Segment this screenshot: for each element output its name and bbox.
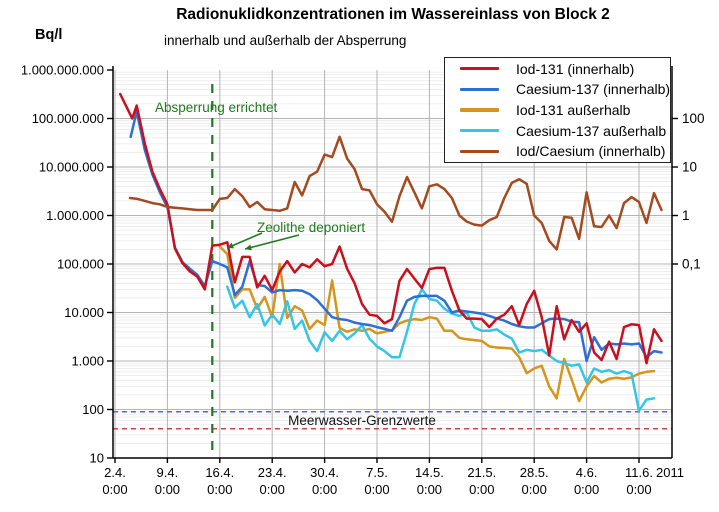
x-axis-time-label: 0:00 <box>312 482 337 497</box>
y-axis-tick-label: 10.000.000 <box>39 160 104 175</box>
x-axis-date-label: 11.6. <box>625 465 653 480</box>
x-axis-time-label: 0:00 <box>417 482 442 497</box>
y2-axis-tick-label: 1 <box>682 208 690 223</box>
y-axis-tick-label: 100.000 <box>57 257 104 272</box>
zeolite-arrow <box>244 234 300 250</box>
chart-title: Radionuklidkonzentrationen im Wassereinl… <box>176 6 610 23</box>
x-axis-date-label: 30.4. <box>310 465 339 480</box>
x-axis-time-label: 0:00 <box>574 482 599 497</box>
x-axis-date-label: 9.4. <box>157 465 179 480</box>
legend-swatch-orange-line <box>460 108 499 112</box>
y-axis-tick-label: 1.000.000.000 <box>21 63 104 78</box>
legend-label: Iod/Caesium (innerhalb) <box>516 143 666 160</box>
y-axis-tick-label: 10.000 <box>64 305 104 320</box>
x-axis-date-label: 23.4. <box>258 465 287 480</box>
x-axis-time-label: 0:00 <box>260 482 285 497</box>
chart-subtitle: innerhalb und außerhalb der Absperrung <box>164 33 407 48</box>
legend-label: Caesium-137 außerhalb <box>516 122 667 139</box>
legend-swatch-brown-line <box>460 149 499 153</box>
x-axis-date-label: 28.5. <box>520 465 549 480</box>
legend-item-caesium137-ausserhalb: Caesium-137 außerhalb <box>445 121 670 141</box>
legend-box: Iod-131 (innerhalb) Caesium-137 (innerha… <box>444 57 671 163</box>
legend-item-iod-caesium-ratio: Iod/Caesium (innerhalb) <box>445 141 670 161</box>
y2-axis-tick-label: 100 <box>682 111 705 126</box>
x-axis-date-label: 21.5. <box>467 465 496 480</box>
x-axis-year-label: 2011 <box>656 465 684 480</box>
legend-item-iod131-ausserhalb: Iod-131 außerhalb <box>445 100 670 120</box>
y-axis-tick-label: 1.000.000 <box>46 208 104 223</box>
series-line-4 <box>226 285 656 412</box>
legend-item-caesium137-innerhalb: Caesium-137 (innerhalb) <box>445 79 670 99</box>
x-axis-date-label: 2.4. <box>104 465 126 480</box>
y2-axis-tick-label: 0,1 <box>682 257 701 272</box>
x-axis-date-label: 14.5. <box>415 465 444 480</box>
zeolite-arrow-head <box>245 244 252 251</box>
y-axis-tick-label: 100 <box>82 402 104 417</box>
series-line-1 <box>118 92 663 365</box>
y-axis-unit-label: Bq/l <box>35 27 63 43</box>
series-line-5 <box>128 135 663 251</box>
x-axis-time-label: 0:00 <box>364 482 389 497</box>
legend-label: Iod-131 (innerhalb) <box>516 60 635 77</box>
x-axis-time-label: 0:00 <box>469 482 494 497</box>
x-axis-date-label: 7.5. <box>366 465 388 480</box>
sea-limit-annotation: Meerwasser-Grenzwerte <box>288 413 436 428</box>
x-axis-time-label: 0:00 <box>102 482 127 497</box>
x-axis-time-label: 0:00 <box>522 482 547 497</box>
legend-label: Caesium-137 (innerhalb) <box>516 81 671 98</box>
series-line-3 <box>218 245 656 403</box>
legend-swatch-blue-line <box>460 87 499 91</box>
barrier-annotation: Absperrung errichtet <box>155 100 278 115</box>
x-axis-time-label: 0:00 <box>155 482 180 497</box>
zeolite-arrow-head <box>227 242 234 249</box>
x-axis-time-label: 0:00 <box>626 482 651 497</box>
y-axis-tick-label: 1.000 <box>71 354 104 369</box>
y-axis-tick-label: 10 <box>90 451 104 466</box>
legend-swatch-cyan-line <box>460 128 499 133</box>
legend-swatch-red-line <box>460 66 499 71</box>
y2-axis-tick-label: 10 <box>682 160 697 175</box>
zeolite-annotation: Zeolithe deponiert <box>257 220 366 235</box>
legend-label: Iod-131 außerhalb <box>516 101 631 118</box>
x-axis-date-label: 4.6. <box>576 465 598 480</box>
y-axis-tick-label: 100.000.000 <box>32 111 104 126</box>
zeolite-arrow <box>226 232 263 249</box>
x-axis-date-label: 16.4. <box>205 465 234 480</box>
x-axis-time-label: 0:00 <box>207 482 232 497</box>
legend-item-iod131-innerhalb: Iod-131 (innerhalb) <box>445 59 670 79</box>
